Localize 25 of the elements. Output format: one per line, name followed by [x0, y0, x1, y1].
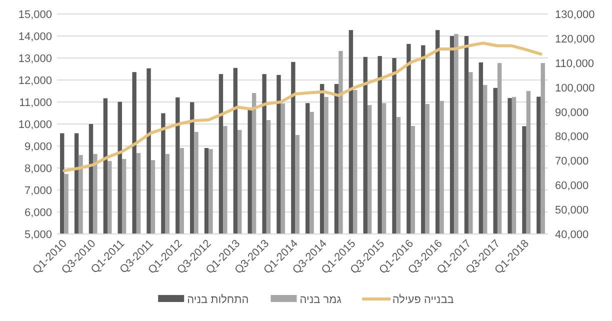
y-tick-label: 12,000: [18, 75, 52, 87]
y2-tick-label: 60,000: [555, 180, 589, 192]
y2-tick-label: 120,000: [555, 33, 595, 46]
y-tick-label: 7,000: [24, 185, 52, 197]
y2-tick-label: 90,000: [555, 106, 589, 119]
y-tick-label: 10,000: [18, 119, 52, 131]
y-tick-label: 13,000: [18, 53, 52, 65]
y-tick-label: 11,000: [19, 97, 52, 109]
y-tick-label: 6,000: [24, 207, 52, 219]
y-tick-label: 15,000: [18, 9, 52, 21]
y2-tick-label: 70,000: [555, 156, 589, 168]
y2-tick-label: 50,000: [555, 204, 589, 217]
legend-label: התחלות בניה: [187, 294, 249, 306]
line-series: [62, 42, 542, 172]
legend-label: גמר בניה: [300, 294, 342, 306]
y-tick-label: 9,000: [24, 141, 52, 153]
y-tick-label: 5,000: [24, 229, 52, 241]
y2-tick-label: 130,000: [555, 9, 595, 21]
y2-tick-label: 40,000: [555, 229, 589, 241]
y-tick-label: 8,000: [24, 163, 52, 175]
y2-tick-label: 110,000: [555, 58, 594, 70]
y2-tick-label: 80,000: [555, 131, 589, 144]
y2-tick-label: 100,000: [555, 82, 595, 94]
y-tick-label: 14,000: [18, 31, 52, 43]
legend-label: בבנייה פעילה: [392, 294, 454, 306]
